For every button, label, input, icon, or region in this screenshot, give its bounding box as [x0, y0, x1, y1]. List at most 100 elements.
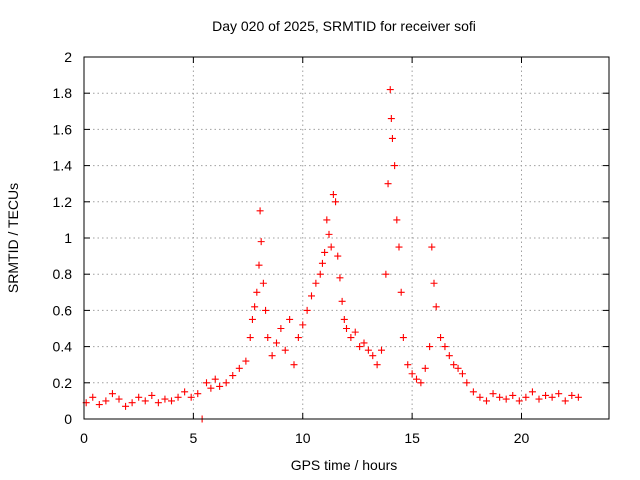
data-point	[115, 395, 123, 403]
data-point	[404, 361, 412, 369]
data-point	[382, 270, 390, 278]
data-point	[483, 397, 490, 405]
x-tick-label: 5	[189, 430, 197, 446]
data-point	[257, 238, 265, 246]
data-point	[154, 399, 162, 407]
data-point	[102, 397, 110, 405]
data-point	[391, 162, 399, 170]
data-point	[323, 216, 331, 224]
data-point	[168, 397, 175, 405]
data-point	[251, 303, 259, 311]
data-point	[428, 243, 436, 251]
data-point	[135, 393, 143, 401]
y-tick-label: 1.4	[53, 158, 73, 174]
data-point	[246, 334, 254, 342]
data-point	[321, 248, 329, 256]
y-tick-label: 0	[64, 411, 72, 427]
data-point	[574, 393, 582, 401]
data-point	[476, 393, 484, 401]
data-point	[325, 230, 333, 238]
data-point	[509, 391, 517, 399]
data-points	[82, 86, 582, 423]
data-point	[277, 325, 285, 332]
data-point	[181, 388, 189, 396]
data-point	[373, 361, 381, 369]
data-point	[281, 346, 289, 354]
x-tick-label: 10	[295, 430, 311, 446]
data-point	[211, 375, 219, 383]
y-tick-label: 2	[64, 49, 72, 65]
plot-frame	[83, 56, 610, 420]
data-point	[256, 207, 264, 215]
data-point	[421, 364, 429, 372]
data-point	[148, 391, 156, 399]
data-point	[242, 357, 250, 365]
data-point	[542, 391, 550, 399]
data-point	[393, 216, 401, 224]
data-point	[386, 86, 394, 94]
data-point	[441, 343, 449, 351]
data-point	[286, 315, 294, 323]
data-point	[437, 334, 445, 342]
data-point	[235, 364, 243, 372]
data-point	[89, 393, 97, 401]
data-point	[388, 134, 396, 142]
data-point	[248, 315, 256, 323]
data-point	[255, 261, 263, 269]
data-point	[426, 343, 434, 351]
x-axis-label: GPS time / hours	[291, 457, 398, 473]
data-point	[364, 346, 372, 354]
data-point	[262, 306, 270, 314]
data-point	[303, 306, 311, 314]
data-point	[253, 288, 261, 296]
data-point	[336, 274, 344, 282]
data-point	[408, 370, 416, 378]
data-point	[316, 270, 324, 278]
data-point	[413, 375, 420, 383]
data-point	[458, 370, 466, 378]
data-point	[290, 361, 298, 369]
data-point	[308, 292, 315, 300]
data-point	[515, 397, 523, 405]
y-tick-label: 1	[64, 230, 72, 246]
data-point	[299, 321, 307, 329]
data-point	[340, 315, 348, 323]
data-point	[378, 346, 385, 354]
data-point	[369, 352, 377, 360]
data-point	[318, 259, 326, 267]
data-point	[229, 372, 237, 380]
data-point	[445, 352, 453, 360]
data-point	[194, 390, 202, 398]
data-point	[417, 379, 425, 387]
data-point	[122, 402, 130, 410]
y-tick-label: 1.2	[53, 194, 73, 210]
data-point	[469, 388, 477, 396]
y-tick-label: 0.4	[53, 339, 73, 355]
data-point	[360, 339, 368, 347]
data-point	[489, 390, 497, 398]
data-point	[332, 198, 340, 206]
data-point	[535, 395, 543, 403]
data-point	[454, 364, 462, 372]
data-point	[327, 243, 335, 251]
data-point	[334, 252, 342, 260]
x-tick-label: 15	[404, 430, 420, 446]
x-tick-labels: 0 5 10 15 20	[80, 430, 529, 446]
data-point	[502, 395, 510, 403]
chart-title: Day 020 of 2025, SRMTID for receiver sof…	[212, 18, 476, 34]
data-point	[496, 393, 504, 401]
data-point	[259, 279, 267, 287]
data-point	[312, 279, 320, 287]
y-tick-label: 1.8	[53, 85, 73, 101]
data-point	[174, 393, 182, 401]
data-point	[528, 388, 536, 396]
data-point	[432, 303, 440, 311]
data-point	[294, 334, 302, 342]
data-point	[268, 352, 276, 360]
data-point	[430, 279, 438, 287]
data-point	[338, 297, 346, 305]
data-point	[187, 393, 195, 401]
data-point	[395, 243, 403, 251]
data-point	[203, 379, 210, 387]
